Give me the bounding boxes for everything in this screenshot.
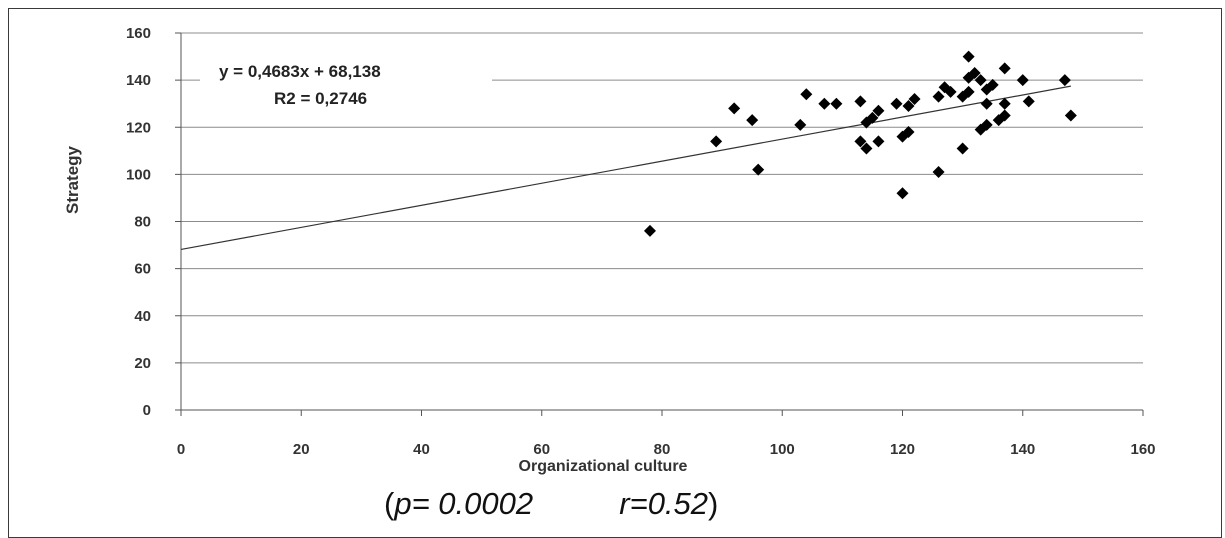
data-point: [860, 142, 873, 155]
y-tick-label: 160: [126, 25, 151, 42]
trendline-equation: y = 0,4683x + 68,138: [219, 62, 381, 81]
data-point: [728, 102, 741, 115]
stats-gap: [533, 486, 619, 521]
trendline-group: [180, 85, 1071, 251]
x-tick-label: 160: [1130, 441, 1155, 458]
data-point: [974, 74, 987, 87]
data-point: [872, 104, 885, 117]
data-point: [980, 97, 993, 110]
x-tick-label: 60: [533, 441, 550, 458]
stats-p-value: = 0.0002: [411, 486, 534, 521]
y-tick-label: 120: [126, 119, 151, 136]
data-point: [710, 135, 723, 148]
tick-labels: 0 20 40 60 80 100 120 140 160 0 20 40 60 80 100 120 140 1…: [126, 25, 1156, 458]
data-point: [962, 85, 975, 98]
trendline: [180, 85, 1071, 251]
stats-r-value: r=0.52: [619, 486, 709, 521]
data-point: [896, 187, 909, 200]
data-points: [643, 50, 1077, 237]
y-tick-label: 80: [134, 214, 151, 231]
x-tick-label: 80: [654, 441, 671, 458]
y-tick-label: 60: [134, 261, 151, 278]
x-tick-label: 20: [293, 441, 310, 458]
x-axis-title: Organizational culture: [519, 458, 688, 475]
data-point: [854, 135, 867, 148]
data-point: [866, 111, 879, 124]
data-point: [830, 97, 843, 110]
y-tick-label: 0: [143, 402, 151, 419]
data-point: [854, 95, 867, 108]
data-point: [998, 109, 1011, 122]
data-point: [956, 142, 969, 155]
data-point: [962, 50, 975, 63]
data-point: [998, 62, 1011, 75]
x-tick-label: 140: [1010, 441, 1035, 458]
data-point: [818, 97, 831, 110]
data-point: [1016, 74, 1029, 87]
gridlines: [181, 32, 1143, 364]
equation-box: y = 0,4683x + 68,138 R2 = 0,2746: [200, 56, 492, 114]
stats-p-symbol: p: [394, 486, 412, 521]
data-point: [902, 100, 915, 113]
data-point: [986, 78, 999, 91]
x-tick-label: 100: [770, 441, 795, 458]
data-point: [746, 114, 759, 127]
scatter-plot: 0 20 40 60 80 100 120 140 160 0 20 40 60 80 100 120 140 1…: [63, 25, 1156, 475]
data-point: [932, 166, 945, 179]
y-axis-title: Strategy: [63, 145, 82, 214]
data-point: [872, 135, 885, 148]
data-point: [944, 85, 957, 98]
data-point: [998, 97, 1011, 110]
y-tick-label: 20: [134, 355, 151, 372]
stats-close-paren: ): [708, 486, 719, 521]
stats-caption: (p= 0.0002 r=0.52): [384, 486, 718, 522]
data-point: [794, 118, 807, 131]
data-point: [800, 88, 813, 101]
data-point: [932, 90, 945, 103]
x-tick-label: 0: [177, 441, 185, 458]
y-tick-label: 40: [134, 308, 151, 325]
data-point: [1064, 109, 1077, 122]
data-point: [890, 97, 903, 110]
data-point: [1022, 95, 1035, 108]
data-point: [752, 163, 765, 176]
y-tick-label: 140: [126, 72, 151, 89]
data-point: [643, 224, 656, 237]
data-point: [1058, 74, 1071, 87]
y-tick-label: 100: [126, 166, 151, 183]
r-squared-label: R2 = 0,2746: [274, 89, 367, 108]
data-point: [968, 67, 981, 80]
data-point: [980, 118, 993, 131]
stats-open-paren: (: [384, 486, 395, 521]
x-tick-label: 40: [413, 441, 430, 458]
x-tick-label: 120: [890, 441, 915, 458]
axes: [175, 32, 1144, 416]
data-point: [902, 125, 915, 138]
data-point: [908, 92, 921, 105]
equation-background: [200, 56, 492, 114]
